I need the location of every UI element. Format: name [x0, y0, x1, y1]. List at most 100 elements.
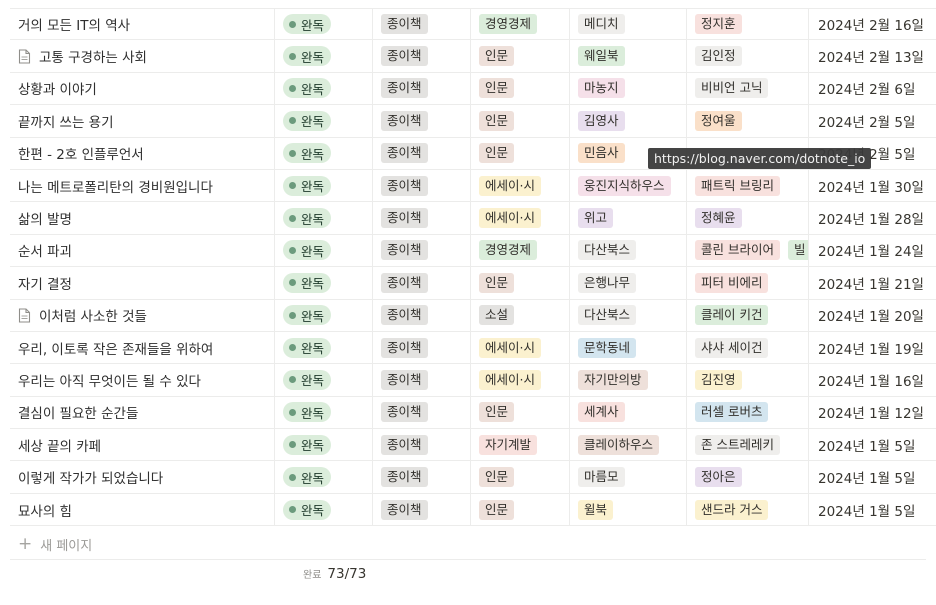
format-cell[interactable]: 종이책: [372, 169, 470, 202]
genre-cell[interactable]: 인문: [470, 396, 569, 429]
author-cell[interactable]: 패트릭 브링리: [686, 169, 808, 202]
status-cell[interactable]: 완독: [274, 461, 372, 493]
title-cell[interactable]: 한편 - 2호 인플루언서: [10, 138, 274, 169]
new-page-button[interactable]: + 새 페이지: [18, 530, 92, 558]
genre-cell[interactable]: 에세이·시: [470, 364, 569, 396]
author-cell[interactable]: 러셀 로버츠: [686, 396, 808, 429]
format-cell[interactable]: 종이책: [372, 493, 470, 526]
title-cell[interactable]: 끝까지 쓰는 용기: [10, 105, 274, 136]
genre-cell[interactable]: 자기계발: [470, 429, 569, 461]
format-cell[interactable]: 종이책: [372, 267, 470, 299]
publisher-cell[interactable]: 김영사: [569, 105, 686, 137]
title-cell[interactable]: 우리, 이토록 작은 존재들을 위하여: [10, 332, 274, 363]
status-cell[interactable]: 완독: [274, 493, 372, 526]
table-row[interactable]: 결심이 필요한 순간들 완독 종이책 인문 세계사 러셀 로버츠 2024년 1월 12일: [10, 396, 936, 430]
status-cell[interactable]: 완독: [274, 267, 372, 299]
status-cell[interactable]: 완독: [274, 169, 372, 202]
author-cell[interactable]: 김진영: [686, 364, 808, 396]
status-cell[interactable]: 완독: [274, 137, 372, 169]
format-cell[interactable]: 종이책: [372, 299, 470, 331]
publisher-cell[interactable]: 클레이하우스: [569, 429, 686, 461]
table-row[interactable]: 자기 결정 완독 종이책 인문 은행나무 피터 비에리 2024년 1월 21일: [10, 267, 936, 300]
table-row[interactable]: 나는 메트로폴리탄의 경비원입니다 완독 종이책 에세이·시 웅진지식하우스 패트릭 브링…: [10, 169, 936, 203]
date-cell[interactable]: 2024년 1월 21일: [808, 267, 936, 299]
genre-cell[interactable]: 에세이·시: [470, 331, 569, 364]
publisher-cell[interactable]: 다산북스: [569, 299, 686, 331]
publisher-cell[interactable]: 세계사: [569, 396, 686, 429]
date-cell[interactable]: 2024년 2월 6일: [808, 72, 936, 105]
date-cell[interactable]: 2024년 1월 5일: [808, 429, 936, 461]
status-cell[interactable]: 완독: [274, 105, 372, 137]
title-cell[interactable]: 우리는 아직 무엇이든 될 수 있다: [10, 364, 274, 395]
publisher-cell[interactable]: 다산북스: [569, 234, 686, 267]
publisher-cell[interactable]: 위고: [569, 202, 686, 234]
title-cell[interactable]: 결심이 필요한 순간들: [10, 397, 274, 428]
date-cell[interactable]: 2024년 1월 5일: [808, 461, 936, 493]
table-row[interactable]: 거의 모든 IT의 역사 완독 종이책 경영경제 메디치 정지훈 2024년 2월 16일: [10, 8, 936, 41]
genre-cell[interactable]: 인문: [470, 137, 569, 169]
table-row[interactable]: 이렇게 작가가 되었습니다 완독 종이책 인문 마름모 정아은 2024년 1월 5일: [10, 461, 936, 494]
status-cell[interactable]: 완독: [274, 429, 372, 461]
date-cell[interactable]: 2024년 2월 16일: [808, 9, 936, 40]
format-cell[interactable]: 종이책: [372, 40, 470, 72]
format-cell[interactable]: 종이책: [372, 331, 470, 364]
genre-cell[interactable]: 인문: [470, 40, 569, 72]
date-cell[interactable]: 2024년 2월 5일: [808, 105, 936, 137]
publisher-cell[interactable]: 민음사: [569, 137, 686, 169]
genre-cell[interactable]: 인문: [470, 72, 569, 105]
genre-cell[interactable]: 소설: [470, 299, 569, 331]
author-cell[interactable]: 클레이 키건: [686, 299, 808, 331]
table-row[interactable]: 묘사의 힘 완독 종이책 인문 윌북 샌드라 거스 2024년 1월 5일: [10, 493, 936, 527]
author-cell[interactable]: 정아은: [686, 461, 808, 493]
publisher-cell[interactable]: 자기만의방: [569, 364, 686, 396]
format-cell[interactable]: 종이책: [372, 137, 470, 169]
date-cell[interactable]: 2024년 2월 13일: [808, 40, 936, 72]
table-row[interactable]: 우리, 이토록 작은 존재들을 위하여 완독 종이책 에세이·시 문학동네 샤샤 세이건 2…: [10, 331, 936, 365]
status-cell[interactable]: 완독: [274, 364, 372, 396]
completion-summary[interactable]: 완료 73/73: [303, 566, 366, 582]
genre-cell[interactable]: 에세이·시: [470, 202, 569, 234]
format-cell[interactable]: 종이책: [372, 429, 470, 461]
author-cell[interactable]: 정여울: [686, 105, 808, 137]
title-cell[interactable]: 삶의 발명: [10, 202, 274, 233]
status-cell[interactable]: 완독: [274, 40, 372, 72]
date-cell[interactable]: 2024년 1월 5일: [808, 493, 936, 526]
publisher-cell[interactable]: 웅진지식하우스: [569, 169, 686, 202]
title-cell[interactable]: 나는 메트로폴리탄의 경비원입니다: [10, 170, 274, 201]
status-cell[interactable]: 완독: [274, 202, 372, 234]
date-cell[interactable]: 2024년 1월 16일: [808, 364, 936, 396]
table-row[interactable]: 끝까지 쓰는 용기 완독 종이책 인문 김영사 정여울 2024년 2월 5일: [10, 105, 936, 138]
title-cell[interactable]: 이처럼 사소한 것들: [10, 300, 274, 331]
date-cell[interactable]: 2024년 1월 20일: [808, 299, 936, 331]
author-cell[interactable]: 샌드라 거스: [686, 493, 808, 526]
author-cell[interactable]: 콜린 브라이어 빌: [686, 234, 808, 267]
table-row[interactable]: 순서 파괴 완독 종이책 경영경제 다산북스 콜린 브라이어 빌 2024년 1월 24일: [10, 234, 936, 268]
format-cell[interactable]: 종이책: [372, 396, 470, 429]
genre-cell[interactable]: 인문: [470, 105, 569, 137]
status-cell[interactable]: 완독: [274, 72, 372, 105]
table-row[interactable]: 이처럼 사소한 것들 완독 종이책 소설 다산북스 클레이 키건 2024년 1월 20일: [10, 299, 936, 332]
status-cell[interactable]: 완독: [274, 299, 372, 331]
status-cell[interactable]: 완독: [274, 9, 372, 40]
format-cell[interactable]: 종이책: [372, 72, 470, 105]
publisher-cell[interactable]: 은행나무: [569, 267, 686, 299]
table-row[interactable]: 우리는 아직 무엇이든 될 수 있다 완독 종이책 에세이·시 자기만의방 김진영 2024…: [10, 364, 936, 397]
format-cell[interactable]: 종이책: [372, 202, 470, 234]
title-cell[interactable]: 묘사의 힘: [10, 494, 274, 525]
author-cell[interactable]: 존 스트레레키: [686, 429, 808, 461]
publisher-cell[interactable]: 윌북: [569, 493, 686, 526]
publisher-cell[interactable]: 마농지: [569, 72, 686, 105]
title-cell[interactable]: 고통 구경하는 사회: [10, 40, 274, 71]
title-cell[interactable]: 상황과 이야기: [10, 73, 274, 104]
genre-cell[interactable]: 에세이·시: [470, 169, 569, 202]
title-cell[interactable]: 거의 모든 IT의 역사: [10, 9, 274, 39]
title-cell[interactable]: 자기 결정: [10, 267, 274, 298]
title-cell[interactable]: 순서 파괴: [10, 235, 274, 266]
genre-cell[interactable]: 경영경제: [470, 9, 569, 40]
title-cell[interactable]: 세상 끝의 카페: [10, 429, 274, 460]
date-cell[interactable]: 2024년 1월 12일: [808, 396, 936, 429]
table-row[interactable]: 상황과 이야기 완독 종이책 인문 마농지 비비언 고닉 2024년 2월 6일: [10, 72, 936, 106]
status-cell[interactable]: 완독: [274, 331, 372, 364]
format-cell[interactable]: 종이책: [372, 9, 470, 40]
author-cell[interactable]: 정지훈: [686, 9, 808, 40]
